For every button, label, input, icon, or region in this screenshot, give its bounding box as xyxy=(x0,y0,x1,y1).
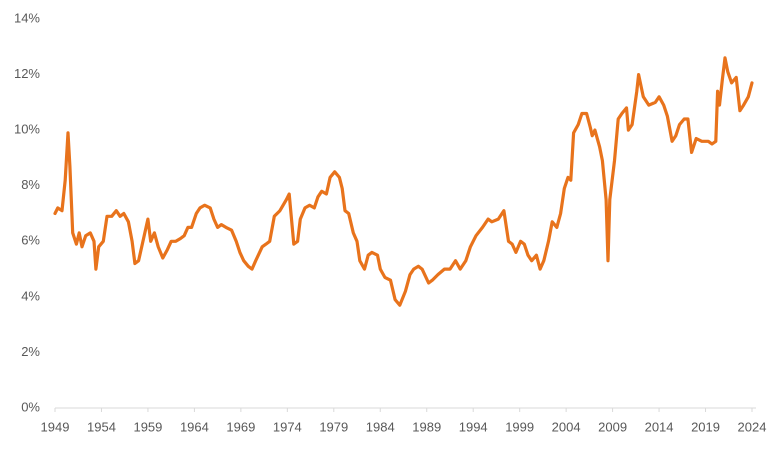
y-tick-label: 6% xyxy=(21,233,40,248)
y-tick-label: 14% xyxy=(14,10,40,25)
y-tick-label: 0% xyxy=(21,399,40,414)
x-tick-label: 1979 xyxy=(319,419,348,434)
x-tick-label: 1984 xyxy=(366,419,395,434)
x-tick-label: 1999 xyxy=(505,419,534,434)
x-tick-label: 1994 xyxy=(459,419,488,434)
x-tick-label: 1949 xyxy=(41,419,70,434)
x-tick-label: 1974 xyxy=(273,419,302,434)
line xyxy=(53,56,754,307)
x-tick-label: 1964 xyxy=(180,419,209,434)
y-tick-label: 2% xyxy=(21,344,40,359)
x-tick-label: 1989 xyxy=(412,419,441,434)
x-tick-label: 2009 xyxy=(598,419,627,434)
x-tick-label: 1969 xyxy=(226,419,255,434)
x-tick-label: 2004 xyxy=(552,419,581,434)
y-tick-label: 10% xyxy=(14,122,40,137)
y-tick-label: 8% xyxy=(21,177,40,192)
x-tick-label: 1959 xyxy=(133,419,162,434)
x-tick-label: 1954 xyxy=(87,419,116,434)
x-tick-label: 2014 xyxy=(645,419,674,434)
y-tick-label: 4% xyxy=(21,288,40,303)
y-tick-label: 12% xyxy=(14,66,40,81)
x-tick-label: 2019 xyxy=(691,419,720,434)
x-tick-label: 2024 xyxy=(738,419,767,434)
